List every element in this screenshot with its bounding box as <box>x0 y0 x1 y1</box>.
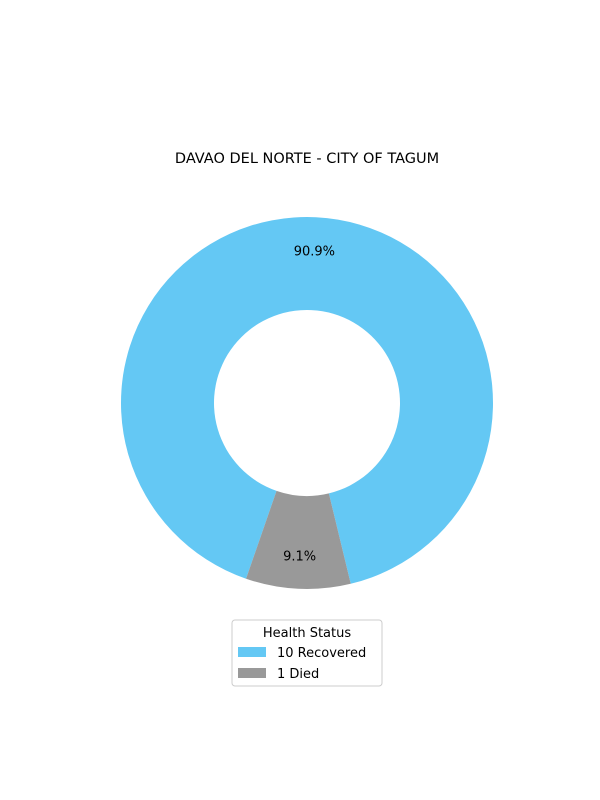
legend: Health Status 10 Recovered 1 Died <box>231 619 383 687</box>
legend-swatch-1 <box>238 647 266 657</box>
pie-slices <box>120 216 493 589</box>
legend-label-2: 1 Died <box>277 667 319 682</box>
percent-label-2: 9.1% <box>283 549 316 564</box>
pie-slice-1 <box>120 216 493 584</box>
legend-label-1: 10 Recovered <box>277 646 366 661</box>
chart-title: DAVAO DEL NORTE - CITY OF TAGUM <box>175 151 439 167</box>
pie-slice-2 <box>246 490 351 589</box>
percent-label-1: 90.9% <box>294 245 335 260</box>
legend-swatch-2 <box>238 668 266 678</box>
legend-items: 10 Recovered 1 Died <box>238 646 366 682</box>
legend-box <box>231 619 383 687</box>
legend-title: Health Status <box>263 626 351 641</box>
percent-labels: 90.9% 9.1% <box>283 245 335 565</box>
